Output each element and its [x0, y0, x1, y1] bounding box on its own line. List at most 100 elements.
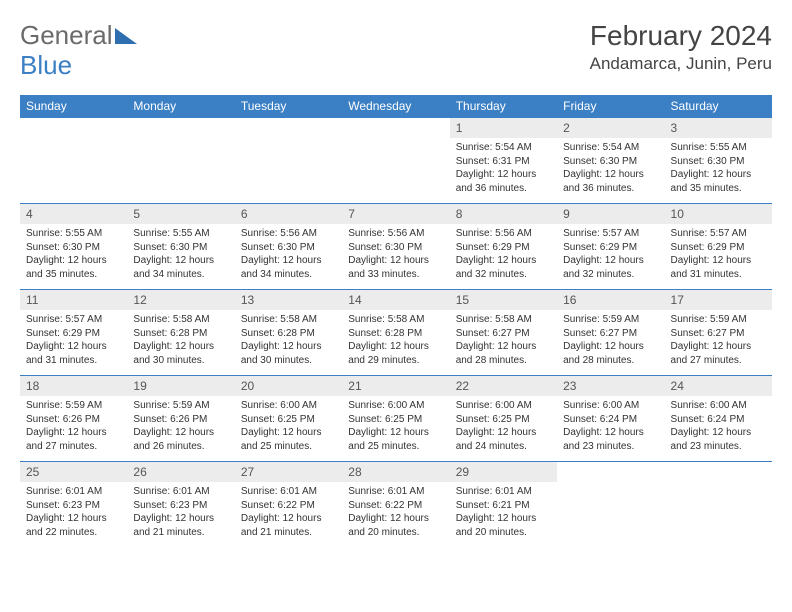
day-details: Sunrise: 6:01 AMSunset: 6:22 PMDaylight:…: [342, 482, 449, 543]
day-number: 27: [235, 462, 342, 482]
day-details: Sunrise: 5:54 AMSunset: 6:30 PMDaylight:…: [557, 138, 664, 199]
day-number: 20: [235, 376, 342, 396]
day-details: Sunrise: 5:57 AMSunset: 6:29 PMDaylight:…: [557, 224, 664, 285]
day-details: Sunrise: 5:57 AMSunset: 6:29 PMDaylight:…: [20, 310, 127, 371]
calendar-cell: 18Sunrise: 5:59 AMSunset: 6:26 PMDayligh…: [20, 376, 127, 462]
day-number: 17: [665, 290, 772, 310]
calendar-row: 25Sunrise: 6:01 AMSunset: 6:23 PMDayligh…: [20, 462, 772, 548]
day-number: 3: [665, 118, 772, 138]
day-number: 23: [557, 376, 664, 396]
day-details: Sunrise: 6:01 AMSunset: 6:21 PMDaylight:…: [450, 482, 557, 543]
day-details: Sunrise: 6:00 AMSunset: 6:25 PMDaylight:…: [450, 396, 557, 457]
calendar-cell: 26Sunrise: 6:01 AMSunset: 6:23 PMDayligh…: [127, 462, 234, 548]
calendar-cell: 1Sunrise: 5:54 AMSunset: 6:31 PMDaylight…: [450, 118, 557, 204]
day-number: 10: [665, 204, 772, 224]
calendar-cell: 10Sunrise: 5:57 AMSunset: 6:29 PMDayligh…: [665, 204, 772, 290]
calendar-cell: 4Sunrise: 5:55 AMSunset: 6:30 PMDaylight…: [20, 204, 127, 290]
logo-word-1: General: [20, 20, 113, 51]
day-number: 26: [127, 462, 234, 482]
day-number: 15: [450, 290, 557, 310]
calendar-cell: [20, 118, 127, 204]
calendar-cell: 8Sunrise: 5:56 AMSunset: 6:29 PMDaylight…: [450, 204, 557, 290]
day-details: Sunrise: 5:59 AMSunset: 6:27 PMDaylight:…: [557, 310, 664, 371]
day-number: 14: [342, 290, 449, 310]
day-details: Sunrise: 5:55 AMSunset: 6:30 PMDaylight:…: [665, 138, 772, 199]
day-details: Sunrise: 5:58 AMSunset: 6:28 PMDaylight:…: [127, 310, 234, 371]
calendar-cell: 17Sunrise: 5:59 AMSunset: 6:27 PMDayligh…: [665, 290, 772, 376]
calendar-cell: [665, 462, 772, 548]
weekday-header: Wednesday: [342, 95, 449, 118]
day-number: 29: [450, 462, 557, 482]
calendar-cell: 9Sunrise: 5:57 AMSunset: 6:29 PMDaylight…: [557, 204, 664, 290]
day-number: 13: [235, 290, 342, 310]
calendar-cell: [342, 118, 449, 204]
day-number: 16: [557, 290, 664, 310]
calendar-cell: 3Sunrise: 5:55 AMSunset: 6:30 PMDaylight…: [665, 118, 772, 204]
calendar-cell: 22Sunrise: 6:00 AMSunset: 6:25 PMDayligh…: [450, 376, 557, 462]
calendar-cell: 28Sunrise: 6:01 AMSunset: 6:22 PMDayligh…: [342, 462, 449, 548]
day-details: Sunrise: 6:00 AMSunset: 6:25 PMDaylight:…: [342, 396, 449, 457]
calendar-cell: [127, 118, 234, 204]
day-details: Sunrise: 5:58 AMSunset: 6:28 PMDaylight:…: [235, 310, 342, 371]
calendar-row: 4Sunrise: 5:55 AMSunset: 6:30 PMDaylight…: [20, 204, 772, 290]
calendar-cell: 11Sunrise: 5:57 AMSunset: 6:29 PMDayligh…: [20, 290, 127, 376]
day-number: 22: [450, 376, 557, 396]
calendar-cell: 2Sunrise: 5:54 AMSunset: 6:30 PMDaylight…: [557, 118, 664, 204]
calendar-row: 18Sunrise: 5:59 AMSunset: 6:26 PMDayligh…: [20, 376, 772, 462]
calendar-cell: [235, 118, 342, 204]
day-number: 9: [557, 204, 664, 224]
day-number: 8: [450, 204, 557, 224]
weekday-header: Thursday: [450, 95, 557, 118]
weekday-header: Tuesday: [235, 95, 342, 118]
calendar-cell: 23Sunrise: 6:00 AMSunset: 6:24 PMDayligh…: [557, 376, 664, 462]
day-details: Sunrise: 5:56 AMSunset: 6:29 PMDaylight:…: [450, 224, 557, 285]
calendar-cell: 29Sunrise: 6:01 AMSunset: 6:21 PMDayligh…: [450, 462, 557, 548]
day-details: Sunrise: 6:01 AMSunset: 6:23 PMDaylight:…: [127, 482, 234, 543]
day-details: Sunrise: 5:55 AMSunset: 6:30 PMDaylight:…: [127, 224, 234, 285]
day-number: 12: [127, 290, 234, 310]
day-details: Sunrise: 6:00 AMSunset: 6:25 PMDaylight:…: [235, 396, 342, 457]
day-number: 11: [20, 290, 127, 310]
weekday-header: Monday: [127, 95, 234, 118]
day-number: 24: [665, 376, 772, 396]
day-number: 4: [20, 204, 127, 224]
day-number: 5: [127, 204, 234, 224]
day-details: Sunrise: 6:01 AMSunset: 6:22 PMDaylight:…: [235, 482, 342, 543]
calendar-table: SundayMondayTuesdayWednesdayThursdayFrid…: [20, 95, 772, 548]
calendar-cell: 24Sunrise: 6:00 AMSunset: 6:24 PMDayligh…: [665, 376, 772, 462]
day-number: 2: [557, 118, 664, 138]
weekday-header: Sunday: [20, 95, 127, 118]
calendar-cell: 16Sunrise: 5:59 AMSunset: 6:27 PMDayligh…: [557, 290, 664, 376]
day-number: 1: [450, 118, 557, 138]
day-number: 25: [20, 462, 127, 482]
calendar-cell: 12Sunrise: 5:58 AMSunset: 6:28 PMDayligh…: [127, 290, 234, 376]
calendar-cell: 6Sunrise: 5:56 AMSunset: 6:30 PMDaylight…: [235, 204, 342, 290]
day-number: 6: [235, 204, 342, 224]
weekday-header-row: SundayMondayTuesdayWednesdayThursdayFrid…: [20, 95, 772, 118]
calendar-cell: 21Sunrise: 6:00 AMSunset: 6:25 PMDayligh…: [342, 376, 449, 462]
day-details: Sunrise: 5:56 AMSunset: 6:30 PMDaylight:…: [235, 224, 342, 285]
calendar-row: 11Sunrise: 5:57 AMSunset: 6:29 PMDayligh…: [20, 290, 772, 376]
day-details: Sunrise: 5:59 AMSunset: 6:27 PMDaylight:…: [665, 310, 772, 371]
location-label: Andamarca, Junin, Peru: [590, 54, 772, 74]
calendar-cell: 27Sunrise: 6:01 AMSunset: 6:22 PMDayligh…: [235, 462, 342, 548]
calendar-cell: 19Sunrise: 5:59 AMSunset: 6:26 PMDayligh…: [127, 376, 234, 462]
day-number: 18: [20, 376, 127, 396]
calendar-cell: 20Sunrise: 6:00 AMSunset: 6:25 PMDayligh…: [235, 376, 342, 462]
calendar-row: 1Sunrise: 5:54 AMSunset: 6:31 PMDaylight…: [20, 118, 772, 204]
weekday-header: Saturday: [665, 95, 772, 118]
day-details: Sunrise: 5:55 AMSunset: 6:30 PMDaylight:…: [20, 224, 127, 285]
day-details: Sunrise: 5:59 AMSunset: 6:26 PMDaylight:…: [127, 396, 234, 457]
calendar-body: 1Sunrise: 5:54 AMSunset: 6:31 PMDaylight…: [20, 118, 772, 548]
calendar-cell: 5Sunrise: 5:55 AMSunset: 6:30 PMDaylight…: [127, 204, 234, 290]
calendar-cell: 25Sunrise: 6:01 AMSunset: 6:23 PMDayligh…: [20, 462, 127, 548]
logo-triangle-icon: [115, 28, 137, 44]
day-details: Sunrise: 5:54 AMSunset: 6:31 PMDaylight:…: [450, 138, 557, 199]
day-number: 19: [127, 376, 234, 396]
calendar-cell: 7Sunrise: 5:56 AMSunset: 6:30 PMDaylight…: [342, 204, 449, 290]
day-number: 21: [342, 376, 449, 396]
day-details: Sunrise: 5:57 AMSunset: 6:29 PMDaylight:…: [665, 224, 772, 285]
calendar-cell: 13Sunrise: 5:58 AMSunset: 6:28 PMDayligh…: [235, 290, 342, 376]
calendar-cell: [557, 462, 664, 548]
day-details: Sunrise: 5:58 AMSunset: 6:28 PMDaylight:…: [342, 310, 449, 371]
